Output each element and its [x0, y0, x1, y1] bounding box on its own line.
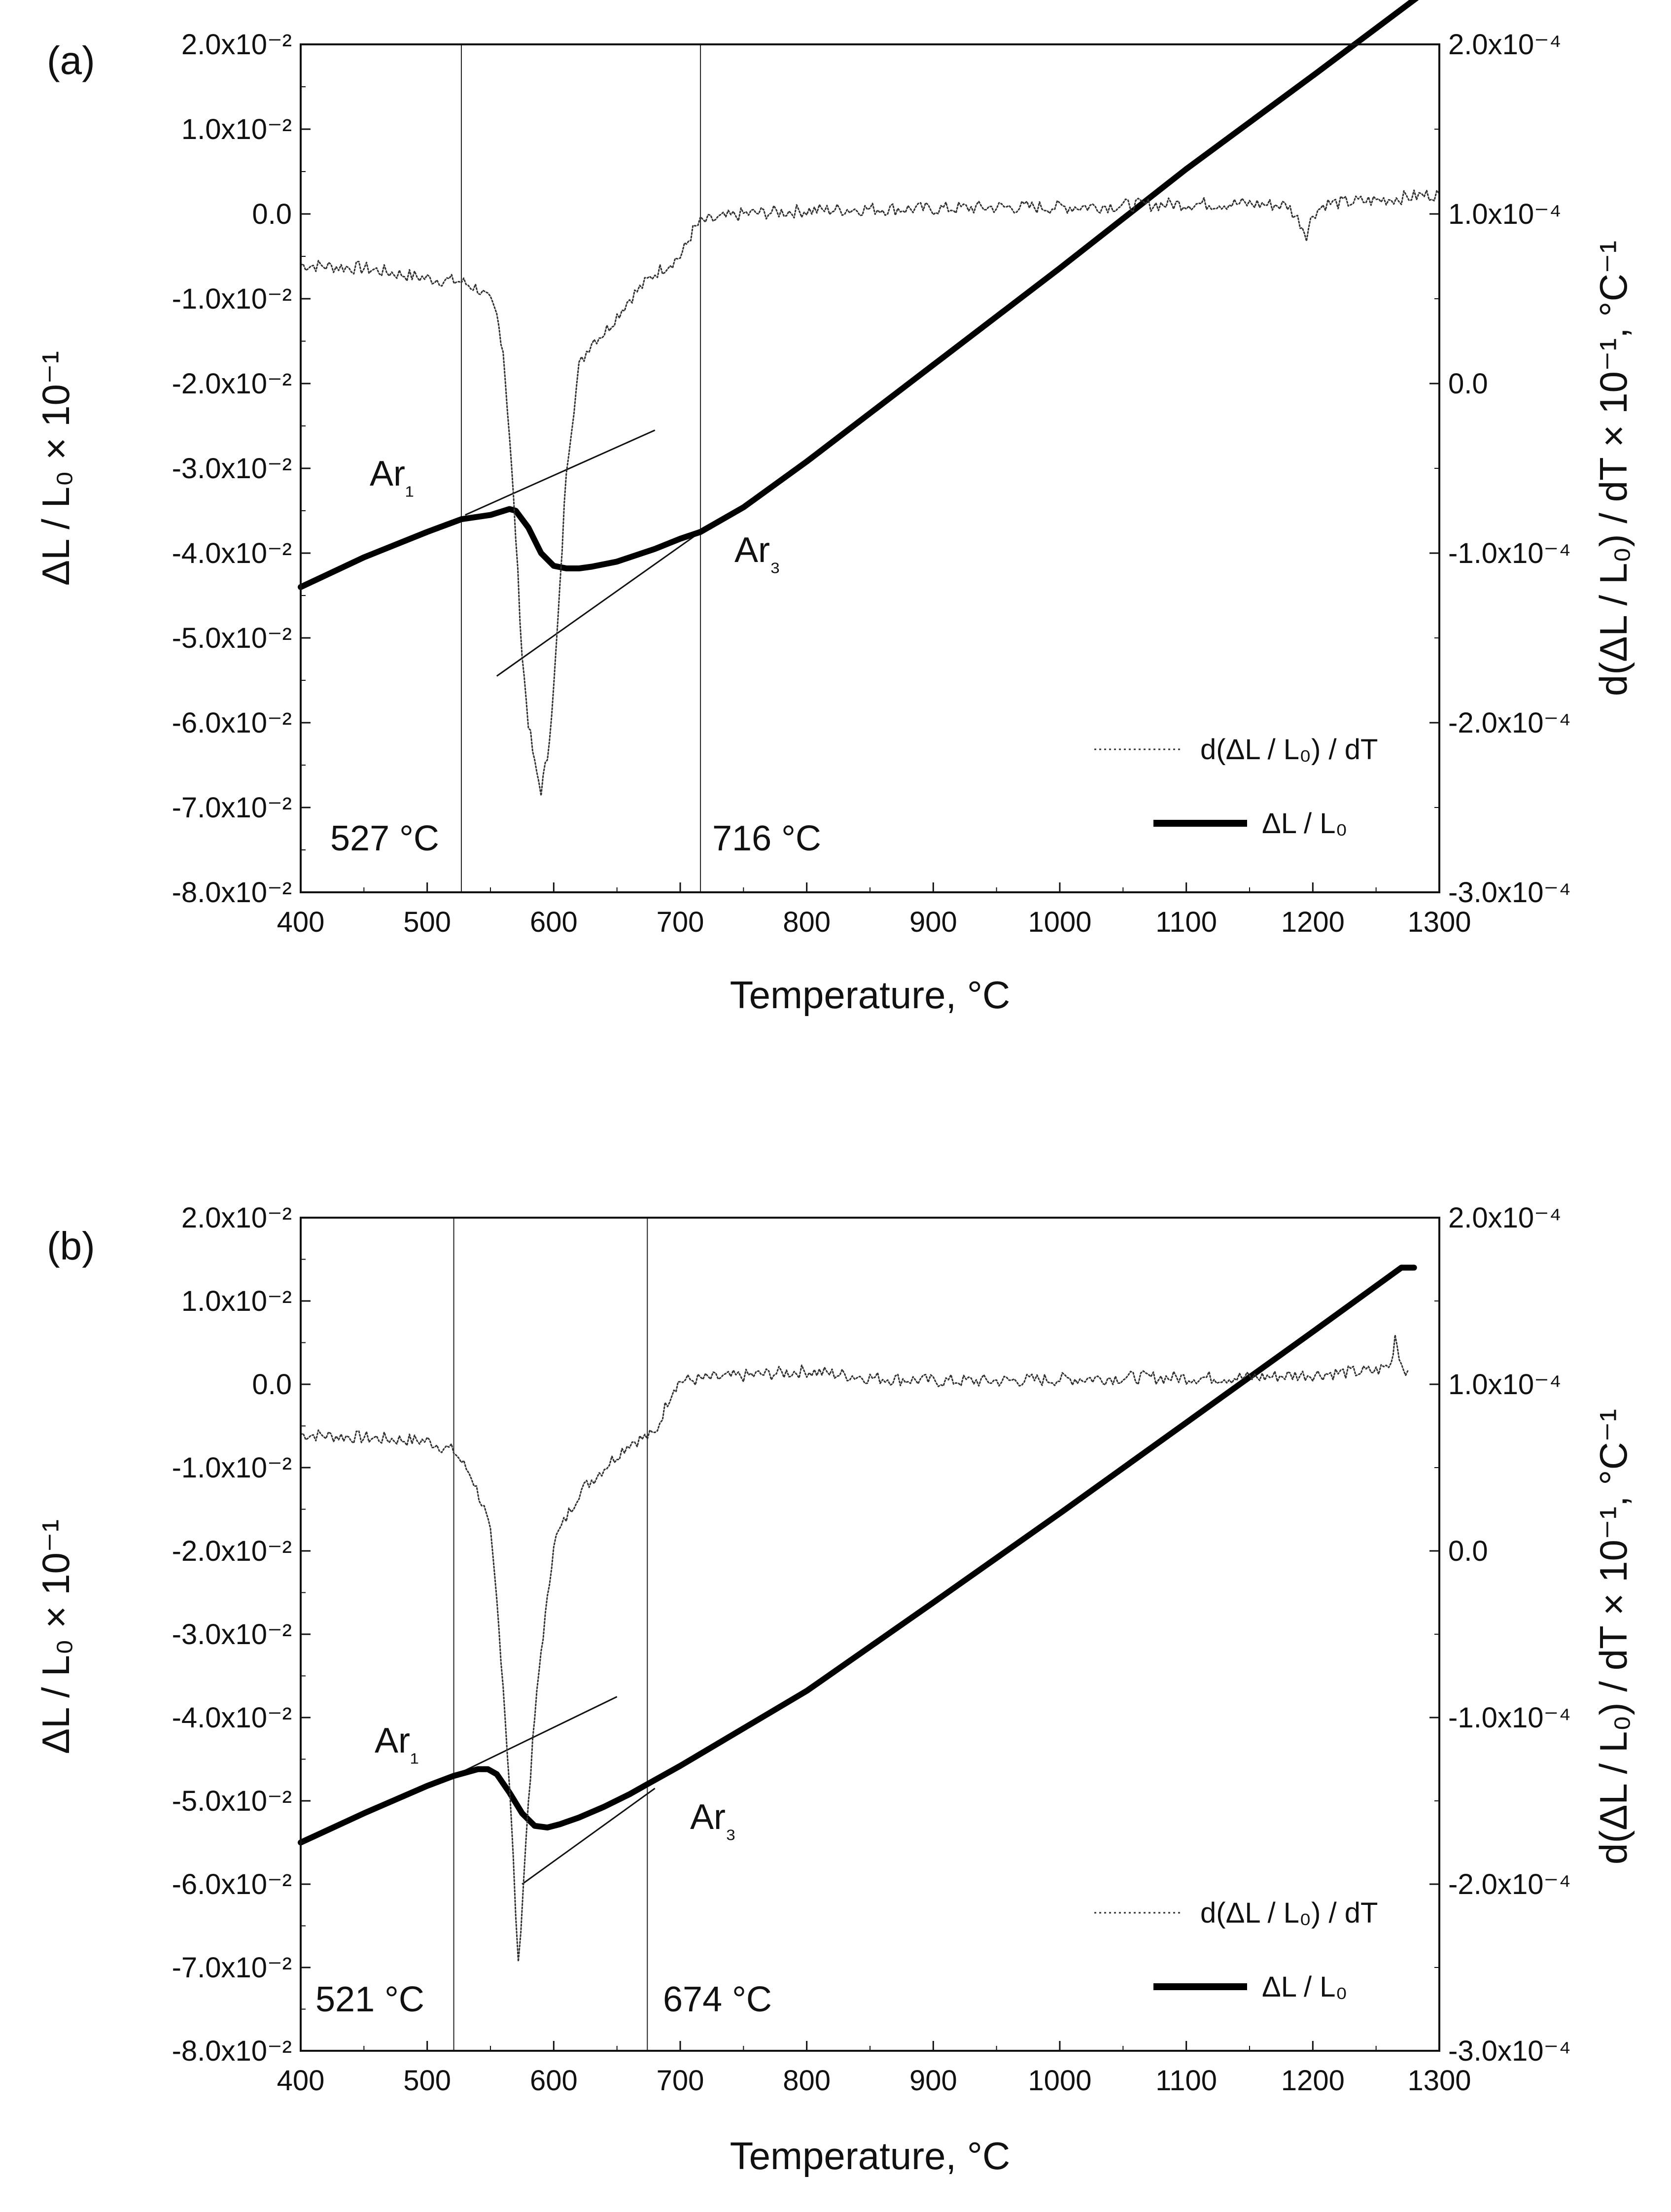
y2-tick-label: 1.0x10⁻⁴ [1448, 1369, 1562, 1401]
panel-label-b: (b) [47, 1224, 95, 1268]
y2-tick-label: 2.0x10⁻⁴ [1448, 29, 1562, 61]
x-tick-label: 800 [783, 906, 831, 938]
y-axis-label-a: ΔL / L₀ × 10⁻¹ [34, 351, 77, 586]
annotation-temp-ar1-b: 521 °C [315, 1980, 424, 2019]
y-tick-label: -3.0x10⁻² [172, 1618, 292, 1650]
legend-label-dilation-a: ΔL / L₀ [1262, 808, 1348, 840]
y2-tick-label: -1.0x10⁻⁴ [1448, 537, 1571, 569]
y-tick-label: 1.0x10⁻² [181, 1285, 292, 1317]
x-tick-label: 500 [403, 2065, 451, 2097]
x-tick-label: 1200 [1281, 2065, 1345, 2097]
y-tick-label: 0.0 [252, 1369, 292, 1401]
y-axis-label-b: ΔL / L₀ × 10⁻¹ [34, 1519, 77, 1754]
annotation-temp-ar3-b: 674 °C [663, 1980, 772, 2019]
y-tick-label: -2.0x10⁻² [172, 368, 292, 400]
y-tick-label: -2.0x10⁻² [172, 1535, 292, 1567]
y-tick-label: -1.0x10⁻² [172, 1452, 292, 1484]
legend-label-derivative-a: d(ΔL / L₀) / dT [1200, 734, 1378, 766]
x-tick-label: 1000 [1028, 906, 1091, 938]
tangent-line [453, 1696, 618, 1777]
x-tick-label: 900 [909, 2065, 957, 2097]
annotation-temp-ar3-a: 716 °C [712, 819, 821, 858]
y-tick-label: -1.0x10⁻² [172, 283, 292, 315]
y2-tick-label: 1.0x10⁻⁴ [1448, 198, 1562, 230]
x-tick-label: 800 [783, 2065, 831, 2097]
annotation-ar3-b: Ar₃ [690, 1797, 736, 1844]
x-tick-label: 600 [530, 906, 578, 938]
chart-panel-a: (a) 400 500 600 700 800 900 1000 1100 1200 1300 2.… [34, 0, 1635, 1017]
y-tick-label: -5.0x10⁻² [172, 622, 292, 654]
annotation-temp-ar1-a: 527 °C [330, 819, 439, 858]
y-tick-label: 0.0 [252, 198, 292, 230]
y2-tick-label: -1.0x10⁻⁴ [1448, 1702, 1571, 1734]
y-tick-label: -6.0x10⁻² [172, 1868, 292, 1900]
x-tick-label: 700 [657, 906, 704, 938]
x-axis-label-a: Temperature, °C [730, 973, 1010, 1017]
y-tick-label: 1.0x10⁻² [181, 113, 292, 145]
x-tick-label: 1000 [1028, 2065, 1091, 2097]
y-tick-label: -5.0x10⁻² [172, 1785, 292, 1817]
y-tick-label: -7.0x10⁻² [172, 792, 292, 824]
x-tick-label: 1300 [1407, 906, 1471, 938]
y-tick-label: 2.0x10⁻² [181, 1202, 292, 1234]
x-tick-label: 1300 [1407, 2065, 1471, 2097]
y2-axis-label-a: d(ΔL / L₀) / dT × 10⁻¹, °C⁻¹ [1592, 241, 1635, 696]
tangent-line [465, 429, 656, 516]
y-tick-label: -3.0x10⁻² [172, 453, 292, 485]
x-tick-label: 500 [403, 906, 451, 938]
tangent-line [522, 1788, 656, 1885]
annotation-ar3-a: Ar₃ [734, 530, 780, 577]
x-tick-label: 400 [277, 2065, 325, 2097]
legend-label-dilation-b: ΔL / L₀ [1262, 1971, 1348, 2003]
y-tick-label: -7.0x10⁻² [172, 1952, 292, 1984]
x-tick-label: 1100 [1155, 2065, 1217, 2097]
annotation-ar1-a: Ar₁ [370, 454, 414, 500]
y-tick-label: -8.0x10⁻² [172, 2035, 292, 2067]
series-derivative-line [300, 1334, 1409, 1963]
y-tick-label: -4.0x10⁻² [172, 537, 292, 569]
x-tick-label: 900 [909, 906, 957, 938]
legend-label-derivative-b: d(ΔL / L₀) / dT [1200, 1897, 1378, 1929]
annotation-ar1-b: Ar₁ [375, 1721, 419, 1767]
x-tick-label: 700 [657, 2065, 704, 2097]
y-tick-label: -4.0x10⁻² [172, 1702, 292, 1734]
y2-tick-label: 0.0 [1448, 1535, 1488, 1567]
y2-tick-label: -3.0x10⁻⁴ [1448, 2035, 1571, 2067]
y2-tick-label: 2.0x10⁻⁴ [1448, 1202, 1562, 1234]
y-tick-label: 2.0x10⁻² [181, 29, 292, 61]
series-dilation-line [298, 0, 1419, 590]
chart-panel-b: (b) 400 500 600 700 800 900 1000 1100 1200 1300 2.… [34, 1202, 1635, 2177]
panel-label-a: (a) [47, 38, 95, 82]
y-tick-label: -6.0x10⁻² [172, 707, 292, 739]
x-axis-label-b: Temperature, °C [730, 2134, 1010, 2177]
legend-b: d(ΔL / L₀) / dT ΔL / L₀ [1094, 1897, 1378, 2003]
x-tick-label: 400 [277, 906, 325, 938]
y2-axis-label-b: d(ΔL / L₀) / dT × 10⁻¹, °C⁻¹ [1592, 1409, 1635, 1864]
x-tick-label: 1200 [1281, 906, 1345, 938]
y2-tick-label: -2.0x10⁻⁴ [1448, 707, 1571, 739]
legend-a: d(ΔL / L₀) / dT ΔL / L₀ [1094, 734, 1378, 840]
y2-tick-label: 0.0 [1448, 368, 1488, 400]
x-tick-label: 600 [530, 2065, 578, 2097]
y2-tick-label: -2.0x10⁻⁴ [1448, 1868, 1571, 1900]
y-tick-label: -8.0x10⁻² [172, 877, 292, 909]
tangent-line [496, 531, 701, 677]
x-tick-label: 1100 [1155, 906, 1217, 938]
y2-tick-label: -3.0x10⁻⁴ [1448, 877, 1571, 909]
series-dilation-line [298, 1264, 1417, 1846]
series-derivative-line [300, 189, 1440, 797]
